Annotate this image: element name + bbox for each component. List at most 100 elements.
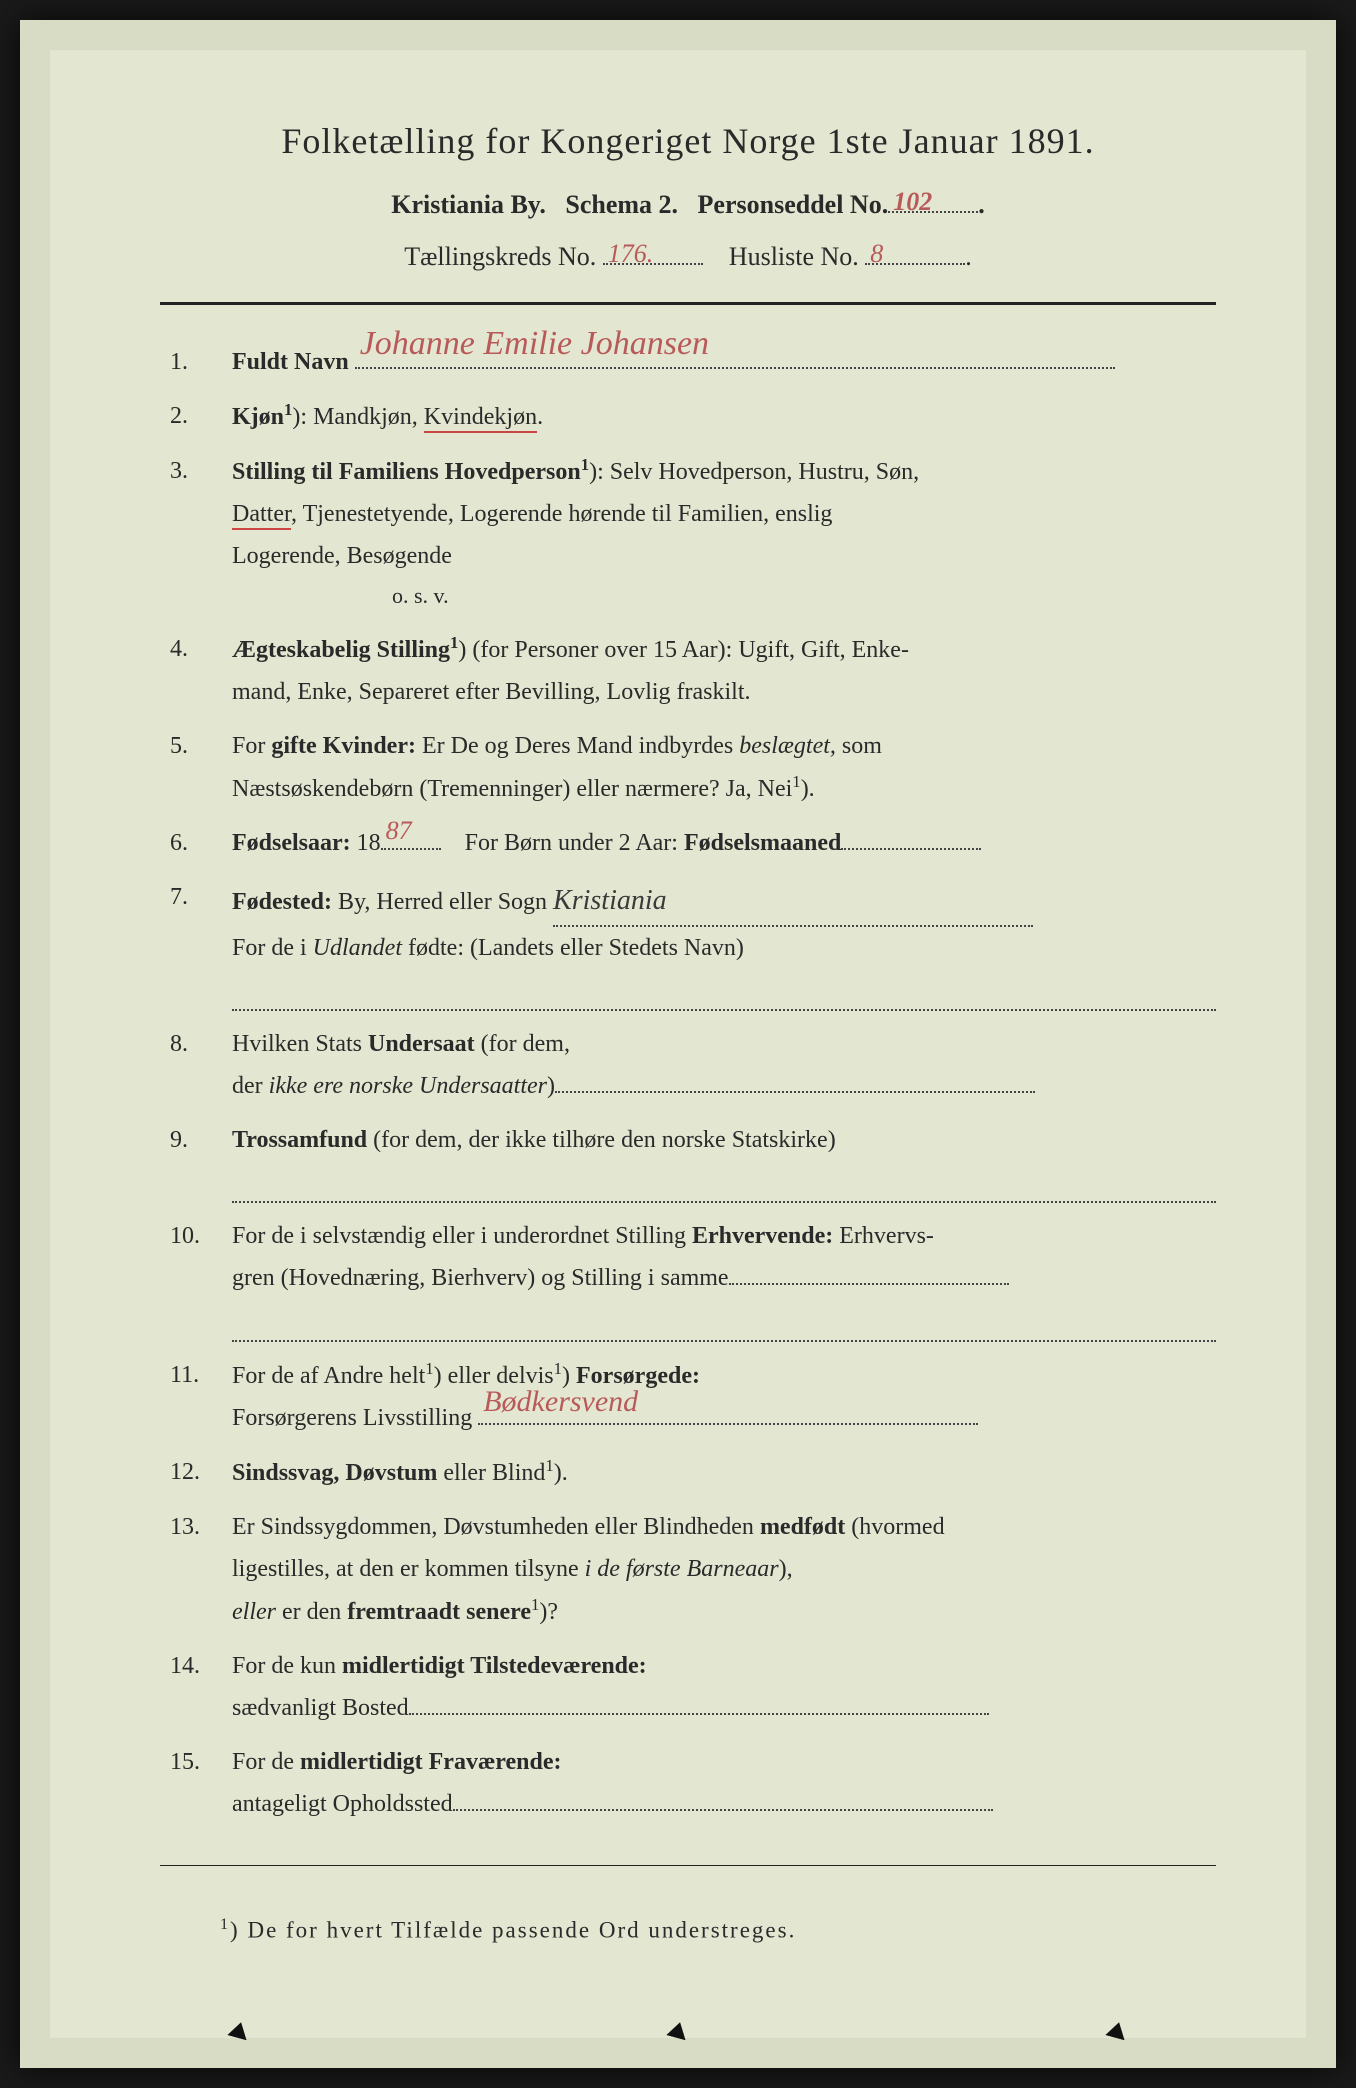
f12-bold: Sindssvag, Døvstum [232,1460,437,1486]
f14-line2: sædvanligt Bosted [232,1695,409,1721]
divider-bottom [160,1865,1216,1866]
f7-value-hw: Kristiania [553,885,667,916]
f5-end: ). [801,776,815,802]
f3-label: Stilling til Familiens Hovedperson [232,459,581,485]
main-title: Folketælling for Kongeriget Norge 1ste J… [160,120,1216,162]
f7-line2a: For de i [232,935,313,961]
form-content: Folketælling for Kongeriget Norge 1ste J… [160,120,1216,1943]
f13-line2b: ), [779,1556,793,1582]
f13-italic3: eller [232,1599,276,1625]
city-label: Kristiania By. [391,190,546,219]
f2-selected: Kvindekjøn [424,404,537,433]
divider-top [160,302,1216,305]
f2-suffix: . [537,404,543,430]
f11-sup1: 1 [425,1359,433,1378]
f3-line3: Logerende, Besøgende [232,543,452,569]
f8-b: Undersaat [368,1031,475,1057]
f5-bold: gifte Kvinder: [271,733,416,759]
f7-line2italic: Udlandet [313,935,402,961]
field-1-name: Fuldt Navn Johanne Emilie Johansen [160,341,1216,383]
personseddel-no-hw: 102 [893,187,932,217]
field-6-birthyear: Fødselsaar: 1887 For Børn under 2 Aar: F… [160,822,1216,864]
personseddel-label: Personseddel No. [698,190,889,219]
f11-line2: Forsørgerens Livsstilling [232,1405,472,1431]
f4-label: Ægteskabelig Stilling [232,637,450,663]
footnote-sup: 1 [220,1916,230,1933]
f9-label: Trossamfund [232,1127,367,1153]
field-list: Fuldt Navn Johanne Emilie Johansen Kjøn1… [160,341,1216,1825]
f13-end: )? [539,1599,558,1625]
f5-italic: beslægtet, [739,733,836,759]
f3-selected: Datter [232,501,291,530]
f9-text: (for dem, der ikke tilhøre den norske St… [367,1127,836,1153]
footnote: 1) De for hvert Tilfælde passende Ord un… [160,1916,1216,1944]
f3-sup: 1 [581,455,589,474]
f15-prefix: For de [232,1749,300,1775]
f5-line1end: som [836,733,882,759]
f7-line1: By, Herred eller Sogn [338,889,547,915]
f11-a: For de af Andre helt [232,1363,425,1389]
f7-label: Fødested: [232,889,332,915]
f4-line1: ) (for Personer over 15 Aar): Ugift, Gif… [458,637,909,663]
f14-prefix: For de kun [232,1653,342,1679]
f10-b: Erhvervende: [692,1223,833,1249]
f8-c: (for dem, [475,1031,570,1057]
f7-line2rest: fødte: (Landets eller Stedets Navn) [402,935,744,961]
f10-blank-line [232,1303,1216,1341]
f13-line3a: er den [276,1599,347,1625]
f3-line2: , Tjenestetyende, Logerende hørende til … [291,501,832,527]
f5-line1: Er De og Deres Mand indbyrdes [416,733,739,759]
hole-icon [666,2020,689,2041]
f14-bold: midlertidigt Tilstedeværende: [342,1653,647,1679]
f12-sup: 1 [545,1456,553,1475]
f12-rest: eller Blind [437,1460,545,1486]
f13-a: Er Sindssygdommen, Døvstumheden eller Bl… [232,1514,760,1540]
f5-prefix: For [232,733,271,759]
district-no-hw: 176. [608,239,654,269]
f5-line2: Næstsøskendebørn (Tremenninger) eller næ… [232,776,792,802]
field-8-citizenship: Hvilken Stats Undersaat (for dem, der ik… [160,1023,1216,1107]
f10-a: For de i selvstændig eller i underordnet… [232,1223,692,1249]
f6-monthlabel: Fødselsmaaned [684,830,841,856]
f11-value-hw: Bødkersvend [483,1376,638,1429]
f10-c: Erhvervs- [833,1223,934,1249]
field-5-related: For gifte Kvinder: Er De og Deres Mand i… [160,725,1216,810]
f13-b: (hvormed [845,1514,944,1540]
f7-blank-line [232,973,1216,1011]
schema-label: Schema 2. [565,190,678,219]
field-14-temp-present: For de kun midlertidigt Tilstedeværende:… [160,1645,1216,1729]
field-2-sex: Kjøn1): Mandkjøn, Kvindekjøn. [160,395,1216,438]
husliste-label: Husliste No. [729,242,859,271]
hole-icon [228,2020,251,2041]
f15-line2: antageligt Opholdssted [232,1791,453,1817]
f1-value-hw: Johanne Emilie Johansen [360,314,709,374]
f13-italic2: i de første Barneaar [585,1556,779,1582]
hole-icon [1105,2020,1128,2041]
field-12-disability: Sindssvag, Døvstum eller Blind1). [160,1451,1216,1494]
subtitle-line-2: Tællingskreds No. 176. Husliste No. 8. [160,242,1216,272]
f6-yearprefix: 18 [357,830,381,856]
field-10-occupation: For de i selvstændig eller i underordnet… [160,1215,1216,1341]
f2-colon: ): [292,404,313,430]
census-form-page: Folketælling for Kongeriget Norge 1ste J… [20,20,1336,2068]
f3-osv: o. s. v. [232,577,1216,616]
field-3-relation: Stilling til Familiens Hovedperson1): Se… [160,450,1216,616]
field-13-congenital: Er Sindssygdommen, Døvstumheden eller Bl… [160,1506,1216,1633]
f13-bold1: medfødt [760,1514,845,1540]
husliste-no-hw: 8 [870,239,883,269]
f2-label: Kjøn [232,404,284,430]
f2-options: Mandkjøn, [313,404,424,430]
f9-blank-line [232,1165,1216,1203]
district-label: Tællingskreds No. [404,242,596,271]
f6-year-hw: 87 [386,808,412,854]
f5-sup: 1 [792,772,800,791]
field-7-birthplace: Fødested: By, Herred eller Sogn Kristian… [160,876,1216,1011]
f15-bold: midlertidigt Fraværende: [300,1749,562,1775]
field-4-marital: Ægteskabelig Stilling1) (for Personer ov… [160,628,1216,713]
field-15-temp-absent: For de midlertidigt Fraværende: antageli… [160,1741,1216,1825]
f13-bold3: fremtraadt senere [347,1599,531,1625]
footnote-text: ) De for hvert Tilfælde passende Ord und… [230,1917,796,1942]
f6-label: Fødselsaar: [232,830,351,856]
f13-line2a: ligestilles, at den er kommen tilsyne [232,1556,585,1582]
f11-sup2: 1 [554,1359,562,1378]
